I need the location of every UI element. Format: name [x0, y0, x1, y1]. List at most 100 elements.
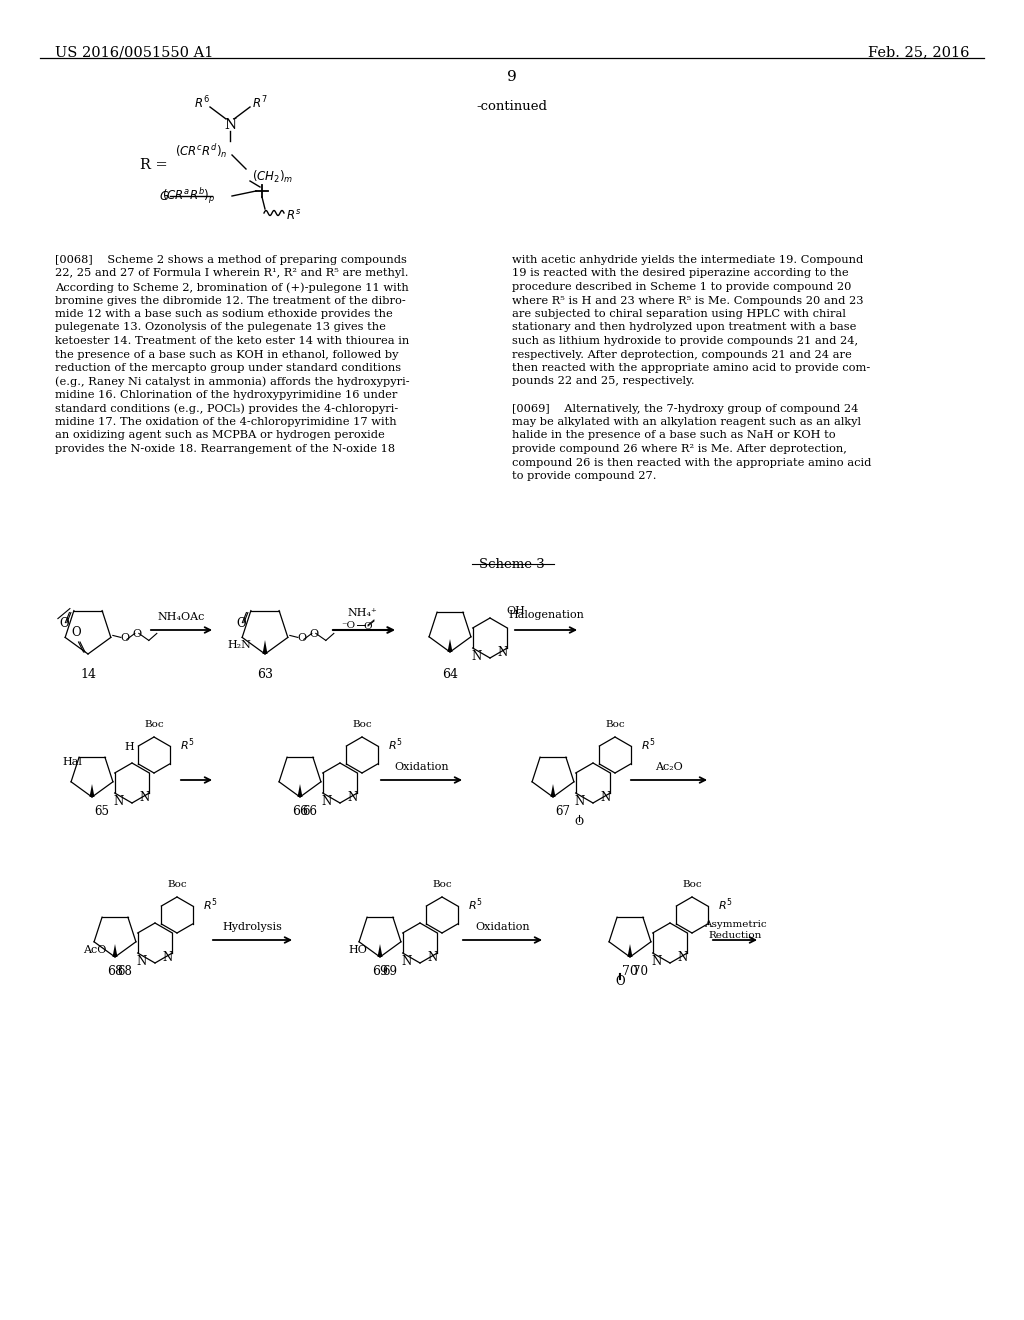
- Text: to provide compound 27.: to provide compound 27.: [512, 471, 656, 480]
- Text: the presence of a base such as KOH in ethanol, followed by: the presence of a base such as KOH in et…: [55, 350, 398, 359]
- Text: procedure described in Scheme 1 to provide compound 20: procedure described in Scheme 1 to provi…: [512, 282, 851, 292]
- Text: halide in the presence of a base such as NaH or KOH to: halide in the presence of a base such as…: [512, 430, 836, 441]
- Polygon shape: [113, 944, 118, 957]
- Text: $R^5$: $R^5$: [718, 896, 733, 913]
- Text: $G$: $G$: [160, 190, 170, 202]
- Text: N: N: [137, 954, 147, 968]
- Text: Boc: Boc: [432, 880, 452, 888]
- Text: then reacted with the appropriate amino acid to provide com-: then reacted with the appropriate amino …: [512, 363, 870, 374]
- Text: 22, 25 and 27 of Formula I wherein R¹, R² and R⁵ are methyl.: 22, 25 and 27 of Formula I wherein R¹, R…: [55, 268, 409, 279]
- Text: N: N: [163, 950, 173, 964]
- Text: 14: 14: [80, 668, 96, 681]
- Text: N: N: [678, 950, 688, 964]
- Text: 66: 66: [292, 805, 308, 818]
- Text: [0068]    Scheme 2 shows a method of preparing compounds: [0068] Scheme 2 shows a method of prepar…: [55, 255, 407, 265]
- Text: [0069]    Alternatively, the 7-hydroxy group of compound 24: [0069] Alternatively, the 7-hydroxy grou…: [512, 404, 858, 413]
- Text: R =: R =: [140, 158, 168, 172]
- Text: N: N: [601, 791, 611, 804]
- Text: ⁻O: ⁻O: [341, 620, 355, 630]
- Text: O: O: [121, 634, 130, 643]
- Text: H₂N: H₂N: [227, 640, 251, 649]
- Text: Boc: Boc: [167, 880, 186, 888]
- Text: Hydrolysis: Hydrolysis: [222, 921, 283, 932]
- Text: N: N: [114, 795, 124, 808]
- Text: According to Scheme 2, bromination of (+)-pulegone 11 with: According to Scheme 2, bromination of (+…: [55, 282, 409, 293]
- Text: (e.g., Raney Ni catalyst in ammonia) affords the hydroxypyri-: (e.g., Raney Ni catalyst in ammonia) aff…: [55, 376, 410, 387]
- Text: 65: 65: [94, 805, 110, 818]
- Text: Boc: Boc: [144, 719, 164, 729]
- Text: Hal: Hal: [62, 756, 82, 767]
- Text: standard conditions (e.g., POCl₃) provides the 4-chloropyri-: standard conditions (e.g., POCl₃) provid…: [55, 404, 398, 414]
- Text: N: N: [224, 117, 237, 132]
- Text: Boc: Boc: [682, 880, 701, 888]
- Text: $R^5$: $R^5$: [641, 737, 655, 754]
- Polygon shape: [298, 784, 302, 797]
- Text: 19 is reacted with the desired piperazine according to the: 19 is reacted with the desired piperazin…: [512, 268, 849, 279]
- Text: Scheme 3: Scheme 3: [479, 558, 545, 572]
- Text: $R^5$: $R^5$: [388, 737, 402, 754]
- Text: 67: 67: [555, 805, 570, 818]
- Polygon shape: [262, 640, 267, 653]
- Text: Boc: Boc: [352, 719, 372, 729]
- Text: O: O: [310, 630, 318, 639]
- Text: HO: HO: [348, 945, 367, 954]
- Text: -continued: -continued: [476, 100, 548, 114]
- Text: 70: 70: [622, 965, 638, 978]
- Text: OH: OH: [506, 606, 525, 616]
- Text: are subjected to chiral separation using HPLC with chiral: are subjected to chiral separation using…: [512, 309, 846, 319]
- Text: 70: 70: [633, 965, 647, 978]
- Text: N: N: [322, 795, 332, 808]
- Text: 64: 64: [442, 668, 458, 681]
- Text: may be alkylated with an alkylation reagent such as an alkyl: may be alkylated with an alkylation reag…: [512, 417, 861, 426]
- Text: pounds 22 and 25, respectively.: pounds 22 and 25, respectively.: [512, 376, 694, 387]
- Text: 69: 69: [372, 965, 388, 978]
- Text: NH₄⁺: NH₄⁺: [347, 609, 377, 618]
- Polygon shape: [378, 944, 383, 957]
- Text: bromine gives the dibromide 12. The treatment of the dibro-: bromine gives the dibromide 12. The trea…: [55, 296, 406, 305]
- Text: ketoester 14. Treatment of the keto ester 14 with thiourea in: ketoester 14. Treatment of the keto este…: [55, 337, 410, 346]
- Text: 66: 66: [302, 805, 317, 818]
- Text: $R^7$: $R^7$: [252, 95, 267, 111]
- Text: N: N: [472, 649, 482, 663]
- Text: Oxidation: Oxidation: [475, 921, 529, 932]
- Text: AcO: AcO: [83, 945, 106, 954]
- Text: O: O: [59, 616, 69, 630]
- Text: provides the N-oxide 18. Rearrangement of the N-oxide 18: provides the N-oxide 18. Rearrangement o…: [55, 444, 395, 454]
- Text: N: N: [348, 791, 358, 804]
- Text: 69: 69: [383, 965, 397, 978]
- Text: $R^5$: $R^5$: [203, 896, 218, 913]
- Text: $R^s$: $R^s$: [286, 209, 301, 223]
- Text: H: H: [124, 742, 134, 752]
- Text: O: O: [615, 975, 625, 987]
- Text: $(CH_2)_m$: $(CH_2)_m$: [252, 169, 294, 185]
- Text: 68: 68: [118, 965, 132, 978]
- Text: such as lithium hydroxide to provide compounds 21 and 24,: such as lithium hydroxide to provide com…: [512, 337, 858, 346]
- Text: reduction of the mercapto group under standard conditions: reduction of the mercapto group under st…: [55, 363, 401, 374]
- Text: 68: 68: [106, 965, 123, 978]
- Polygon shape: [628, 944, 633, 957]
- Text: Ac₂O: Ac₂O: [655, 762, 683, 772]
- Text: O: O: [72, 626, 81, 639]
- Text: O: O: [133, 630, 142, 639]
- Text: N: N: [652, 954, 663, 968]
- Text: Oxidation: Oxidation: [394, 762, 449, 772]
- Text: 9: 9: [507, 70, 517, 84]
- Text: Reduction: Reduction: [709, 931, 762, 940]
- Text: O: O: [298, 634, 307, 643]
- Text: NH₄OAc: NH₄OAc: [158, 612, 205, 622]
- Text: $R^6$: $R^6$: [195, 95, 210, 111]
- Text: midine 17. The oxidation of the 4-chloropyrimidine 17 with: midine 17. The oxidation of the 4-chloro…: [55, 417, 396, 426]
- Text: Feb. 25, 2016: Feb. 25, 2016: [868, 45, 970, 59]
- Text: provide compound 26 where R² is Me. After deprotection,: provide compound 26 where R² is Me. Afte…: [512, 444, 847, 454]
- Text: $R^5$: $R^5$: [180, 737, 195, 754]
- Text: $(CR^cR^d)_n$: $(CR^cR^d)_n$: [175, 143, 228, 160]
- Text: $(CR^aR^b)_p$: $(CR^aR^b)_p$: [162, 186, 215, 206]
- Text: US 2016/0051550 A1: US 2016/0051550 A1: [55, 45, 213, 59]
- Text: $R^5$: $R^5$: [468, 896, 482, 913]
- Text: O: O: [237, 616, 246, 630]
- Text: respectively. After deprotection, compounds 21 and 24 are: respectively. After deprotection, compou…: [512, 350, 852, 359]
- Polygon shape: [447, 639, 453, 652]
- Text: O: O: [362, 622, 372, 631]
- Text: pulegenate 13. Ozonolysis of the pulegenate 13 gives the: pulegenate 13. Ozonolysis of the pulegen…: [55, 322, 386, 333]
- Polygon shape: [89, 784, 94, 797]
